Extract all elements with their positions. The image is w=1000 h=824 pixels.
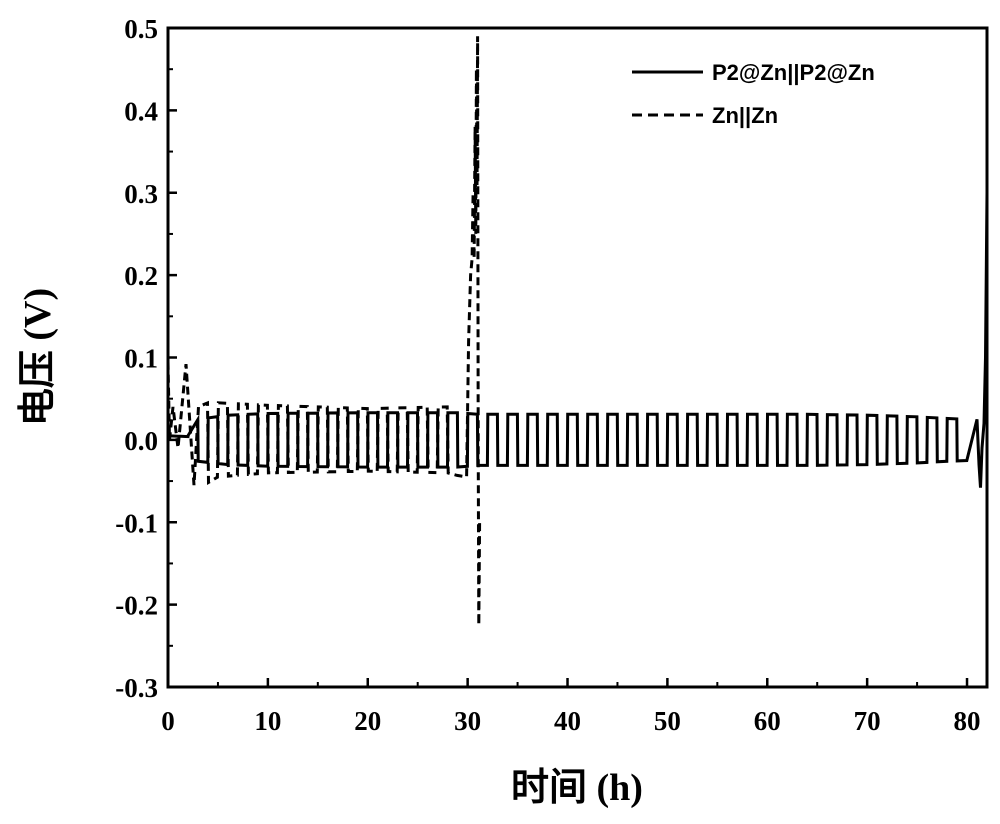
x-tick-label: 0 bbox=[161, 706, 175, 736]
y-tick-label: 0.5 bbox=[124, 14, 158, 44]
y-tick-label: -0.3 bbox=[115, 673, 158, 703]
axes-layer bbox=[168, 28, 987, 687]
ticks-layer: 0 10 20 30 40 50 60 70 80 -0.3 -0.2 -0.1 0.0 0.1 0.2 0.… bbox=[115, 14, 980, 736]
legend-label-series-2: Zn||Zn bbox=[712, 103, 778, 128]
legend-label-series-1: P2@Zn||P2@Zn bbox=[712, 60, 875, 85]
y-tick-label: 0.3 bbox=[124, 179, 158, 209]
x-tick-label: 60 bbox=[754, 706, 781, 736]
x-tick-label: 10 bbox=[254, 706, 281, 736]
y-tick-label: 0.0 bbox=[124, 426, 158, 456]
x-tick-label: 50 bbox=[654, 706, 681, 736]
series-line-2 bbox=[168, 36, 480, 625]
y-tick-label: -0.1 bbox=[115, 508, 158, 538]
y-tick-label: -0.2 bbox=[115, 591, 158, 621]
x-tick-label: 30 bbox=[454, 706, 481, 736]
y-axis-title: 电压 (V) bbox=[17, 288, 59, 426]
legend: P2@Zn||P2@Zn Zn||Zn bbox=[632, 60, 875, 128]
x-axis-title: 时间 (h) bbox=[511, 767, 643, 809]
series-line-1 bbox=[168, 193, 987, 488]
series-layer bbox=[168, 36, 987, 625]
x-tick-label: 70 bbox=[854, 706, 881, 736]
y-tick-label: 0.1 bbox=[124, 344, 158, 374]
x-tick-label: 40 bbox=[554, 706, 581, 736]
x-tick-label: 20 bbox=[354, 706, 381, 736]
x-tick-label: 80 bbox=[954, 706, 981, 736]
y-tick-label: 0.2 bbox=[124, 261, 158, 291]
y-tick-label: 0.4 bbox=[124, 96, 158, 126]
plot-frame bbox=[168, 28, 987, 687]
